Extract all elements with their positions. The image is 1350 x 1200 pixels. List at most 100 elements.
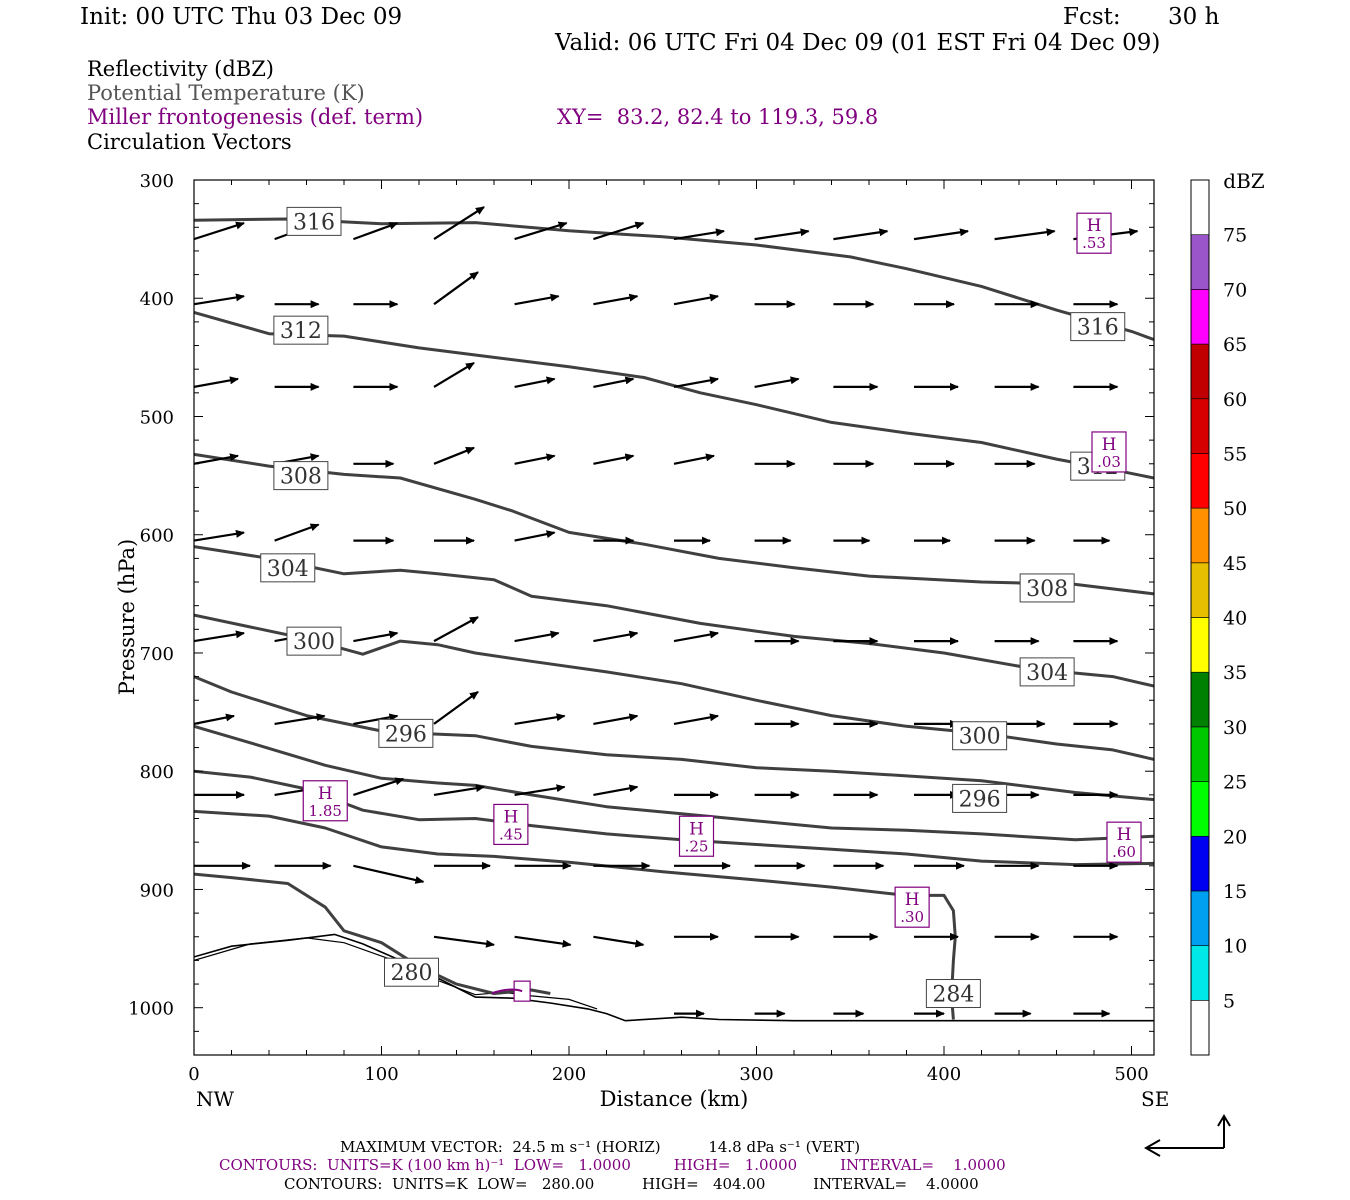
circulation-vector — [274, 713, 326, 725]
frontogenesis-max: H.03 — [1091, 431, 1127, 473]
circulation-vector — [514, 630, 560, 643]
colorbar-level-label: 30 — [1223, 717, 1247, 739]
theta-contour-296 — [194, 675, 1154, 802]
circulation-vector — [433, 361, 475, 388]
y-tick-label: 1000 — [128, 999, 174, 1020]
circulation-vector — [353, 630, 399, 643]
circulation-vector — [593, 221, 645, 241]
field-vectors: Circulation Vectors — [87, 130, 292, 154]
colorbar-swatch — [1190, 234, 1210, 290]
colorbar-level-label: 60 — [1223, 389, 1247, 411]
circulation-vector — [194, 293, 245, 306]
circulation-vector — [514, 713, 566, 725]
contour-labels: 3163163123123083083043043003002962962842… — [260, 206, 1142, 1009]
svg-text:308: 308 — [280, 465, 322, 490]
theta-contour-284 — [194, 809, 957, 1020]
circulation-vector — [673, 376, 719, 388]
theta-label-308: 308 — [273, 461, 329, 491]
svg-text:308: 308 — [1026, 577, 1068, 602]
colorbar-frame — [1190, 179, 1210, 1056]
circulation-vector — [353, 864, 425, 884]
colorbar-level-label: 35 — [1223, 662, 1247, 684]
colorbar-swatch — [1190, 781, 1210, 837]
circulation-vector — [754, 376, 800, 388]
theta-label-284: 284 — [925, 979, 981, 1009]
cross-section-xy: XY= 83.2, 82.4 to 119.3, 59.8 — [557, 105, 879, 129]
svg-text:300: 300 — [293, 630, 335, 655]
colorbar-swatch — [1190, 289, 1210, 345]
field-frontogenesis: Miller frontogenesis (def. term) — [87, 105, 424, 129]
circulation-vector — [514, 784, 566, 796]
svg-text:H: H — [1087, 216, 1102, 236]
colorbar-level-label: 5 — [1223, 990, 1235, 1012]
y-tick-label: 900 — [140, 880, 174, 901]
circulation-vector — [514, 221, 568, 241]
frontogenesis-max: H.30 — [894, 886, 930, 928]
svg-text:H: H — [503, 807, 518, 827]
y-axis-label: Pressure (hPa) — [115, 539, 139, 695]
circulation-vector — [433, 446, 475, 465]
theta-label-316: 316 — [286, 206, 342, 236]
theta-contour-308 — [194, 452, 1154, 596]
colorbar-level-label: 15 — [1223, 881, 1247, 903]
colorbar-swatch — [1190, 671, 1210, 728]
plot-area — [194, 206, 1154, 1022]
x-tick-label: 200 — [552, 1064, 586, 1085]
circulation-vector — [194, 529, 245, 542]
frontogenesis-max: H.25 — [678, 815, 715, 857]
circulation-vector — [274, 523, 320, 542]
frontogenesis-max: H.60 — [1106, 821, 1142, 863]
circulation-vector — [593, 293, 639, 306]
circulation-vector — [353, 713, 399, 725]
theta-contour-316 — [194, 217, 1154, 342]
svg-text:H: H — [689, 819, 704, 839]
contours-theta-info: CONTOURS: UNITS=K LOW= 280.00 HIGH= 404.… — [284, 1175, 979, 1193]
valid-time: Valid: 06 UTC Fri 04 Dec 09 (01 EST Fri … — [555, 30, 1161, 56]
colorbar-level-label: 75 — [1223, 225, 1247, 247]
circulation-vector — [353, 777, 405, 796]
svg-text:312: 312 — [280, 319, 322, 344]
y-tick-label: 600 — [140, 526, 174, 547]
init-time: Init: 00 UTC Thu 03 Dec 09 — [80, 4, 403, 30]
svg-text:H: H — [905, 890, 920, 910]
y-tick-label: 500 — [140, 407, 174, 428]
theta-label-296: 296 — [952, 783, 1008, 813]
svg-text:.45: .45 — [499, 825, 523, 843]
circulation-vector — [593, 453, 635, 465]
colorbar-level-label: 65 — [1223, 334, 1247, 356]
colorbar-level-label: 55 — [1223, 443, 1247, 465]
circulation-vector — [673, 293, 719, 306]
contours-frontogenesis-info: CONTOURS: UNITS=K (100 km h)⁻¹ LOW= 1.00… — [219, 1156, 1006, 1174]
frontogenesis-max: H.45 — [493, 803, 529, 846]
circulation-vector — [194, 713, 235, 725]
y-tick-label: 300 — [140, 171, 174, 192]
circulation-vector — [833, 228, 889, 241]
colorbar-swatch — [1190, 343, 1210, 400]
theta-label-304: 304 — [260, 553, 316, 583]
theta-label-300: 300 — [286, 626, 342, 656]
colorbar-swatch — [1190, 617, 1210, 673]
frontogenesis-max — [491, 980, 531, 1002]
colorbar-level-label: 25 — [1223, 772, 1247, 794]
x-tick-label: 0 — [188, 1064, 199, 1085]
theta-label-316: 316 — [1070, 312, 1126, 342]
axes: 300 400 500 600 700 800 900 1000 0 100 200 300 400 50… — [128, 171, 1154, 1085]
colorbar-swatch — [1190, 507, 1210, 564]
svg-text:296: 296 — [385, 722, 427, 747]
frontogenesis-max: H1.85 — [302, 780, 348, 822]
theta-label-304: 304 — [1019, 657, 1075, 687]
circulation-vector — [593, 630, 639, 643]
circulation-vector — [433, 935, 495, 948]
svg-text:.53: .53 — [1082, 234, 1106, 252]
theta-label-312: 312 — [273, 315, 329, 345]
y-tick-label: 400 — [140, 289, 174, 310]
theta-label-308: 308 — [1019, 573, 1075, 603]
colorbar-swatch — [1190, 179, 1210, 235]
svg-text:H: H — [318, 784, 333, 804]
y-tick-label: 800 — [140, 762, 174, 783]
x-tick-label: 500 — [1114, 1064, 1148, 1085]
circulation-vector — [673, 713, 719, 725]
colorbar-level-label: 45 — [1223, 553, 1247, 575]
svg-text:304: 304 — [267, 557, 309, 582]
